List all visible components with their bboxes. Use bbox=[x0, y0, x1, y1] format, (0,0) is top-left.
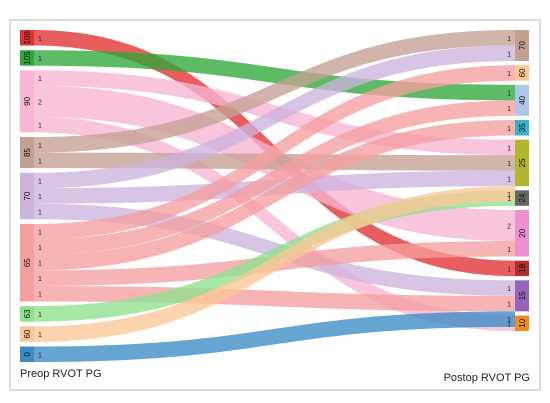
left-node-60 bbox=[20, 326, 34, 342]
flow-85-to-70 bbox=[34, 30, 515, 153]
flow-value-right-70-25: 1 bbox=[507, 176, 511, 183]
flow-value-right-65-35: 1 bbox=[507, 126, 511, 133]
right-node-label-70: 70 bbox=[518, 41, 527, 50]
flow-value-right-65-40: 1 bbox=[507, 106, 511, 113]
left-axis-label: Preop RVOT PG bbox=[20, 368, 102, 380]
flow-value-right-85-70: 1 bbox=[507, 36, 511, 43]
flow-value-right-60-25: 1 bbox=[507, 192, 511, 199]
right-node-label-60: 60 bbox=[518, 68, 527, 77]
right-node-18 bbox=[515, 260, 529, 277]
flow-63-to-24 bbox=[34, 190, 515, 322]
flow-65-to-40 bbox=[34, 100, 515, 255]
flow-0-to-15 bbox=[34, 311, 515, 362]
right-node-20 bbox=[515, 210, 529, 257]
right-node-label-15: 15 bbox=[518, 291, 527, 300]
right-node-label-25: 25 bbox=[518, 158, 527, 167]
flow-value-right-90-25: 1 bbox=[507, 145, 511, 152]
nodes-layer bbox=[20, 30, 529, 362]
right-node-label-20: 20 bbox=[518, 228, 527, 237]
left-node-0 bbox=[20, 346, 34, 362]
flow-value-left-85-25: 1 bbox=[38, 158, 42, 165]
left-node-label-70: 70 bbox=[23, 191, 32, 200]
right-node-70 bbox=[515, 30, 529, 61]
left-node-label-63: 63 bbox=[23, 309, 32, 318]
flow-value-left-60-25: 1 bbox=[38, 332, 42, 339]
flow-value-left-85-70: 1 bbox=[38, 143, 42, 150]
right-node-label-24: 24 bbox=[518, 193, 527, 202]
left-node-label-65: 65 bbox=[23, 258, 32, 267]
flow-value-left-90-25: 1 bbox=[38, 76, 42, 83]
flow-value-left-70-15: 1 bbox=[38, 210, 42, 217]
flow-65-to-35 bbox=[34, 120, 515, 271]
flow-value-left-65-15: 1 bbox=[38, 292, 42, 299]
left-node-105 bbox=[20, 50, 34, 66]
right-node-60 bbox=[515, 65, 529, 81]
flow-value-left-65-40: 1 bbox=[38, 245, 42, 252]
flow-value-right-85-25: 1 bbox=[507, 161, 511, 168]
flow-value-left-65-35: 1 bbox=[38, 261, 42, 268]
flow-value-left-108-18: 1 bbox=[38, 36, 42, 43]
flow-70-to-25 bbox=[34, 170, 515, 204]
left-node-label-85: 85 bbox=[23, 148, 32, 157]
flow-value-right-90-20: 2 bbox=[507, 224, 511, 231]
right-node-25 bbox=[515, 139, 529, 187]
flow-value-right-65-60: 1 bbox=[507, 71, 511, 78]
right-node-15 bbox=[515, 280, 529, 312]
flow-65-to-60 bbox=[34, 65, 515, 240]
flow-value-right-105-40: 1 bbox=[507, 91, 511, 98]
right-node-label-40: 40 bbox=[518, 95, 527, 104]
flow-value-right-63-24: 1 bbox=[507, 196, 511, 203]
left-node-label-90: 90 bbox=[23, 96, 32, 105]
flow-value-right-70-15: 1 bbox=[507, 286, 511, 293]
flow-value-left-65-60: 1 bbox=[38, 230, 42, 237]
flow-value-right-0-15: 1 bbox=[507, 317, 511, 324]
flow-70-to-70 bbox=[34, 45, 515, 189]
left-node-108 bbox=[20, 30, 34, 46]
right-node-label-35: 35 bbox=[518, 123, 527, 132]
flow-value-right-65-15: 1 bbox=[507, 302, 511, 309]
flow-value-left-90-20: 2 bbox=[38, 99, 42, 106]
flow-65-to-15 bbox=[34, 285, 515, 312]
right-node-24 bbox=[515, 190, 529, 206]
flow-value-right-65-20: 1 bbox=[507, 247, 511, 254]
left-node-label-60: 60 bbox=[23, 329, 32, 338]
right-axis-label: Postop RVOT PG bbox=[443, 372, 530, 384]
right-node-35 bbox=[515, 120, 529, 136]
left-node-90 bbox=[20, 70, 34, 133]
right-node-10 bbox=[515, 315, 529, 331]
flow-value-left-0-15: 1 bbox=[38, 352, 42, 359]
flows-layer bbox=[34, 30, 515, 362]
right-node-label-10: 10 bbox=[518, 318, 527, 327]
flow-value-left-105-40: 1 bbox=[38, 56, 42, 63]
right-node-40 bbox=[515, 84, 529, 116]
flow-value-left-90-10: 1 bbox=[38, 123, 42, 130]
left-node-label-0: 0 bbox=[23, 351, 32, 356]
left-node-63 bbox=[20, 306, 34, 322]
left-node-85 bbox=[20, 137, 34, 169]
right-node-label-18: 18 bbox=[518, 263, 527, 272]
flow-90-to-10 bbox=[34, 116, 515, 331]
flow-value-left-70-70: 1 bbox=[38, 179, 42, 186]
flow-value-left-65-20: 1 bbox=[38, 276, 42, 283]
flow-value-left-70-25: 1 bbox=[38, 194, 42, 201]
flow-value-right-90-10: 1 bbox=[507, 321, 511, 328]
left-node-label-108: 108 bbox=[23, 31, 32, 45]
flow-value-right-70-70: 1 bbox=[507, 51, 511, 58]
left-node-70 bbox=[20, 172, 34, 220]
flow-value-right-108-18: 1 bbox=[507, 266, 511, 273]
left-node-label-105: 105 bbox=[23, 51, 32, 65]
flow-60-to-25 bbox=[34, 186, 515, 342]
left-node-65 bbox=[20, 223, 34, 302]
flow-value-left-63-24: 1 bbox=[38, 312, 42, 319]
